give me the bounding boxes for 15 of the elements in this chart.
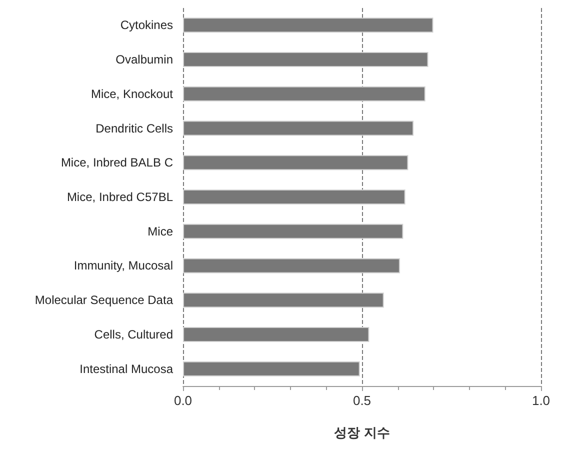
x-tick-label: 0.5 (352, 393, 372, 408)
y-tick-label: Cells, Cultured (94, 327, 173, 342)
y-tick-label: Immunity, Mucosal (74, 258, 173, 273)
y-tick-label: Intestinal Mucosa (80, 362, 174, 376)
x-tick-label: 0.0 (174, 393, 192, 408)
y-tick-label: Cytokines (120, 18, 173, 32)
y-tick-label: Mice (148, 224, 174, 238)
y-tick-label: Dendritic Cells (96, 121, 173, 136)
x-tick-label: 1.0 (532, 393, 550, 408)
y-tick-label: Molecular Sequence Data (34, 293, 174, 308)
x-axis-title: 성장 지수 (334, 425, 390, 440)
y-tick-label: Mice, Inbred C57BL (66, 190, 174, 204)
y-tick-label: Ovalbumin (116, 52, 173, 67)
y-tick-label: Mice, Knockout (90, 86, 174, 101)
y-tick-label: Mice, Inbred BALB C (60, 156, 174, 170)
